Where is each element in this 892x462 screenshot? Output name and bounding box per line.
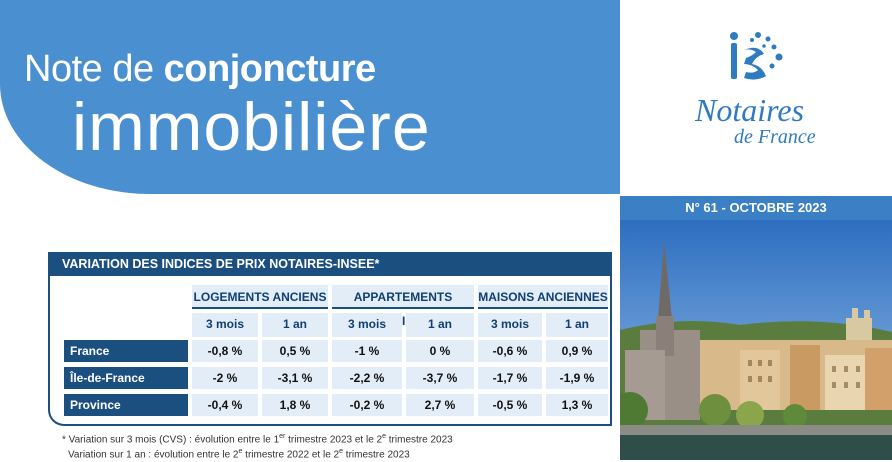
cover-photo xyxy=(620,220,892,460)
table-cell: 0,5 % xyxy=(262,340,328,362)
period-header: 3 mois xyxy=(192,313,258,337)
table-cell: 0 % xyxy=(406,340,474,362)
group-header: LOGEMENTS ANCIENS xyxy=(192,285,328,309)
city-photo-illustration xyxy=(620,220,892,460)
row-label: France métropolitaine xyxy=(64,340,188,380)
header-banner xyxy=(0,0,620,194)
table-cell: 2,7 % xyxy=(406,394,474,416)
table-cell: -1,9 % xyxy=(546,367,608,389)
period-header: 3 mois xyxy=(332,313,402,337)
table-cell: -2,2 % xyxy=(332,367,402,389)
table-cell: 0,9 % xyxy=(546,340,608,362)
period-header: 1 an xyxy=(262,313,328,337)
table-footnotes: * Variation sur 3 mois (CVS) : évolution… xyxy=(62,431,453,462)
footnote-line-2: Variation sur 1 an : évolution entre le … xyxy=(68,448,410,461)
table-cell: -1 % xyxy=(332,340,402,362)
table-cell: 1,8 % xyxy=(262,394,328,416)
table-title: VARIATION DES INDICES DE PRIX NOTAIRES-I… xyxy=(48,252,612,276)
page-title-line1: Note de conjoncture xyxy=(24,48,376,90)
table-cell: -0,8 % xyxy=(192,340,258,362)
table-cell: -1,7 % xyxy=(478,367,542,389)
period-header: 3 mois xyxy=(478,313,542,337)
table-cell: -0,4 % xyxy=(192,394,258,416)
row-label: Province xyxy=(64,394,188,416)
period-header: 1 an xyxy=(406,313,474,337)
group-header: APPARTEMENTS ANCIENS xyxy=(332,285,474,328)
issue-number: N° 61 - OCTOBRE 2023 xyxy=(620,196,892,220)
footnote-line-1: * Variation sur 3 mois (CVS) : évolution… xyxy=(62,433,453,446)
table-cell: 1,3 % xyxy=(546,394,608,416)
row-label: Île-de-France xyxy=(64,367,188,389)
period-header: 1 an xyxy=(546,313,608,337)
group-header: MAISONS ANCIENNES xyxy=(478,285,608,309)
notaires-logo: Notaires de France xyxy=(620,0,892,194)
table-cell: -3,1 % xyxy=(262,367,328,389)
table-cell: -0,2 % xyxy=(332,394,402,416)
table-cell: -3,7 % xyxy=(406,367,474,389)
logo-name: Notaires xyxy=(695,92,805,128)
table-cell: -0,6 % xyxy=(478,340,542,362)
table-cell: -2 % xyxy=(192,367,258,389)
notaires-symbol-icon xyxy=(730,32,783,80)
table-cell: -0,5 % xyxy=(478,394,542,416)
page-title-line2: immobilière xyxy=(72,89,431,165)
logo-subtitle: de France xyxy=(734,126,816,148)
